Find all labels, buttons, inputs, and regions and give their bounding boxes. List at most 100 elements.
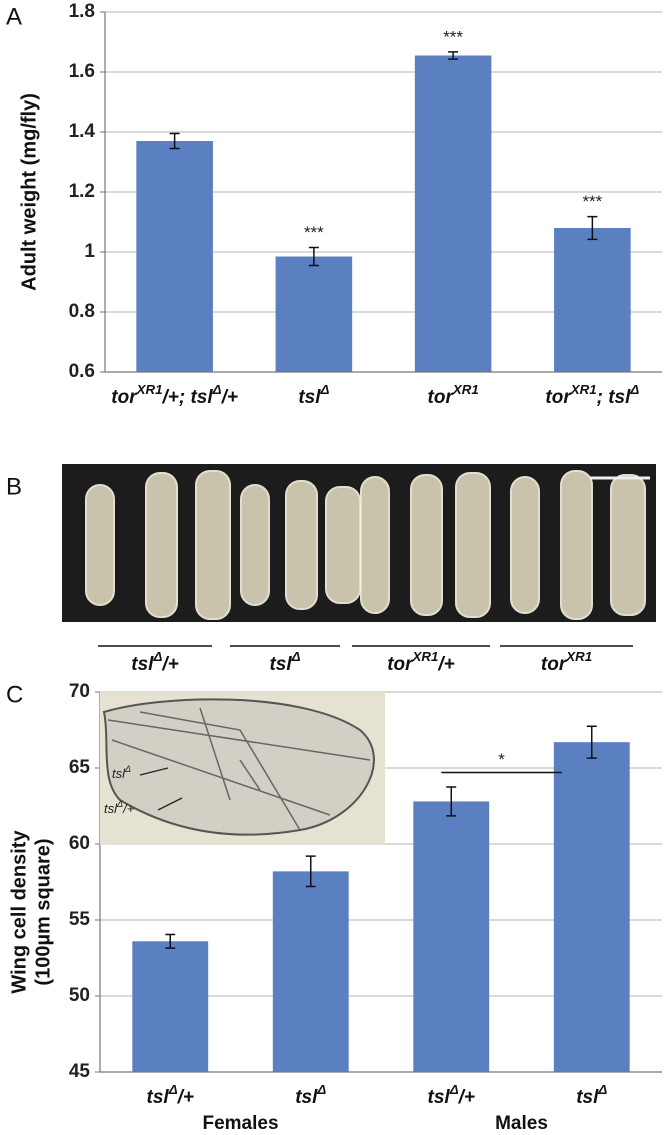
label-part: /+ — [161, 654, 178, 675]
y-tick-label: 70 — [69, 681, 90, 702]
x-tick-label: torXR1 — [428, 382, 479, 408]
y-tick-label: 1.2 — [69, 181, 95, 202]
larva — [560, 470, 593, 620]
label-part: XR1 — [136, 382, 163, 397]
photo-label: tslΔ — [269, 649, 300, 675]
label-part: tsl — [576, 1087, 599, 1108]
label-part: Δ — [291, 649, 301, 664]
error-bar — [586, 725, 597, 759]
label-part: tor — [541, 654, 568, 675]
error-bar — [446, 786, 457, 817]
bar — [272, 871, 349, 1072]
label-part: tsl — [147, 1087, 170, 1108]
larvae — [85, 470, 646, 620]
inset-label: tslΔ — [112, 764, 131, 781]
significance: *** — [304, 223, 324, 242]
label-part: XR1 — [412, 649, 439, 664]
larva — [610, 474, 646, 616]
x-tick-label: torXR1/+; tslΔ/+ — [111, 382, 238, 408]
y-axis-label: (100µm square) — [32, 838, 54, 985]
x-tick-label: tslΔ — [295, 1082, 326, 1108]
label-part: Δ — [597, 1082, 607, 1097]
photo-label: tslΔ/+ — [131, 649, 179, 675]
y-tick-label: 1 — [84, 241, 95, 262]
y-axis-label: Adult weight (mg/fly) — [18, 93, 40, 291]
label-part: tsl — [295, 1087, 318, 1108]
bar — [413, 801, 490, 1072]
panel-letter: B — [6, 473, 22, 500]
label-part: tor — [428, 387, 455, 408]
bar — [553, 742, 630, 1072]
photo-label: torXR1/+ — [387, 649, 455, 675]
error-bar — [305, 855, 316, 888]
x-tick-label: torXR1; tslΔ — [545, 382, 639, 408]
bar — [414, 55, 492, 372]
panel-letter: A — [6, 3, 22, 30]
x-tick-label: tslΔ/+ — [147, 1082, 195, 1108]
y-axis-label: Wing cell density — [8, 830, 30, 994]
label-part: tor — [545, 387, 572, 408]
x-tick-label: tslΔ — [298, 382, 329, 408]
significance: * — [498, 750, 505, 769]
larva — [285, 480, 318, 610]
panel-letter: C — [6, 681, 23, 708]
inset-arrow — [157, 797, 183, 811]
label-part: Δ — [116, 799, 123, 809]
label-part: XR1 — [452, 382, 479, 397]
label-part: /+ — [458, 1087, 475, 1108]
larva — [195, 470, 231, 620]
bar — [132, 941, 209, 1072]
label-part: /+ — [221, 387, 238, 408]
larva — [410, 474, 443, 616]
label-part: tsl — [131, 654, 154, 675]
x-tick-label: tslΔ/+ — [428, 1082, 476, 1108]
label-part: Δ — [152, 649, 162, 664]
label-part: Δ — [124, 764, 131, 774]
label-part: Δ — [316, 1082, 326, 1097]
error-bar — [308, 246, 319, 267]
wing-veins — [107, 707, 371, 831]
error-bar — [448, 51, 459, 60]
photo-label: torXR1 — [541, 649, 592, 675]
bar — [554, 228, 631, 372]
wing — [102, 698, 375, 836]
label-part: Δ — [212, 382, 222, 397]
larvae-photo — [62, 464, 656, 622]
label-part: ; tsl — [597, 387, 632, 408]
inset-arrow — [139, 767, 169, 776]
y-tick-label: 65 — [69, 757, 91, 778]
wing-inset — [100, 692, 385, 845]
group-label: Females — [202, 1113, 278, 1134]
group-label: Males — [495, 1113, 548, 1134]
y-tick-label: 1.8 — [69, 1, 95, 22]
x-tick-label: tslΔ — [576, 1082, 607, 1108]
label-part: tor — [111, 387, 138, 408]
label-part: tsl — [269, 654, 292, 675]
label-part: tsl — [298, 387, 321, 408]
larva — [360, 476, 390, 614]
larva — [455, 472, 491, 618]
larva — [240, 484, 270, 606]
y-tick-label: 50 — [69, 985, 90, 1006]
y-tick-label: 60 — [69, 833, 90, 854]
label-part: tsl — [112, 766, 126, 781]
label-part: Δ — [629, 382, 639, 397]
larva — [145, 472, 178, 618]
y-tick-label: 1.4 — [69, 121, 96, 142]
error-bar — [169, 132, 180, 150]
y-tick-label: 0.6 — [69, 361, 95, 382]
larva — [510, 476, 540, 614]
label-part: tsl — [428, 1087, 451, 1108]
y-tick-label: 0.8 — [69, 301, 95, 322]
label-part: XR1 — [570, 382, 597, 397]
y-tick-label: 45 — [69, 1061, 91, 1082]
bar — [136, 141, 213, 372]
label-part: /+ — [177, 1087, 194, 1108]
label-part: tsl — [104, 801, 118, 816]
label-part: /+ — [437, 654, 454, 675]
label-part: tor — [387, 654, 414, 675]
significance: *** — [443, 27, 463, 46]
y-tick-label: 1.6 — [69, 61, 95, 82]
label-part: Δ — [168, 1082, 178, 1097]
label-part: XR1 — [565, 649, 592, 664]
